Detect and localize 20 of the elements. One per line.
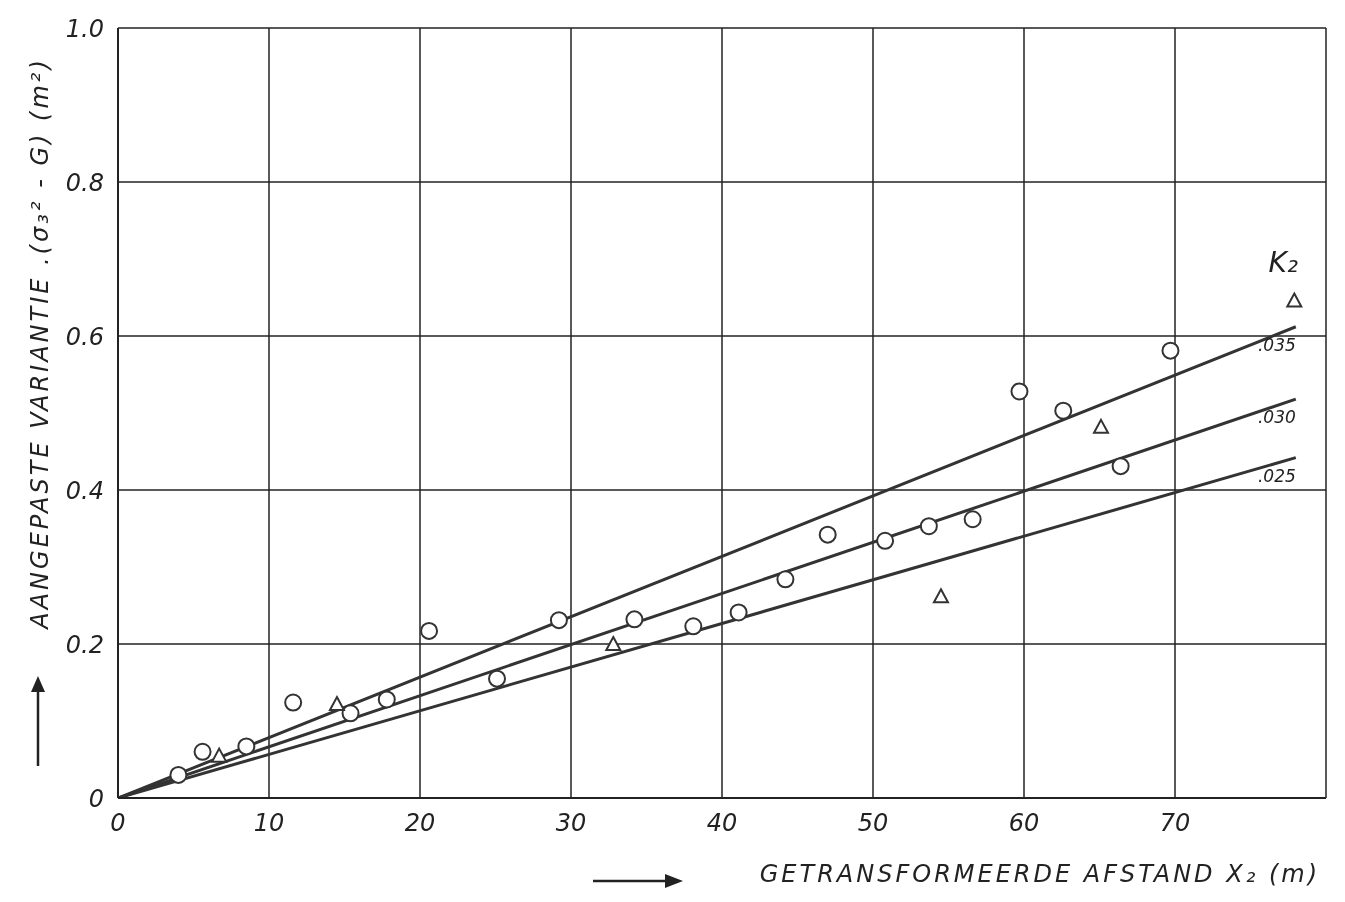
y-tick-label: 0 bbox=[88, 784, 104, 813]
y-tick-label: 0.4 bbox=[65, 476, 104, 505]
series-label: .035 bbox=[1257, 334, 1296, 355]
y-tick-label: 0.8 bbox=[65, 168, 104, 197]
y-tick-label: 0.6 bbox=[65, 322, 104, 351]
y-axis-title: AANGEPASTE VARIANTIE .(σ₃² - G) (m²) bbox=[26, 57, 54, 631]
x-tick-label: 60 bbox=[1008, 809, 1040, 838]
y-tick-label: 0.2 bbox=[65, 630, 104, 659]
y-tick-label: 1.0 bbox=[65, 14, 104, 43]
x-tick-label: 0 bbox=[110, 809, 126, 838]
series-label: .030 bbox=[1257, 407, 1296, 428]
x-tick-label: 20 bbox=[404, 809, 436, 838]
x-tick-label: 50 bbox=[857, 809, 889, 838]
x-tick-label: 30 bbox=[555, 809, 587, 838]
x-tick-label: 70 bbox=[1159, 809, 1191, 838]
x-axis-title: GETRANSFORMEERDE AFSTAND X₂ (m) bbox=[759, 860, 1320, 888]
annotation: K₂ bbox=[1268, 246, 1298, 279]
x-tick-label: 40 bbox=[706, 809, 738, 838]
x-tick-label: 10 bbox=[253, 809, 285, 838]
series-label: .025 bbox=[1257, 465, 1296, 486]
